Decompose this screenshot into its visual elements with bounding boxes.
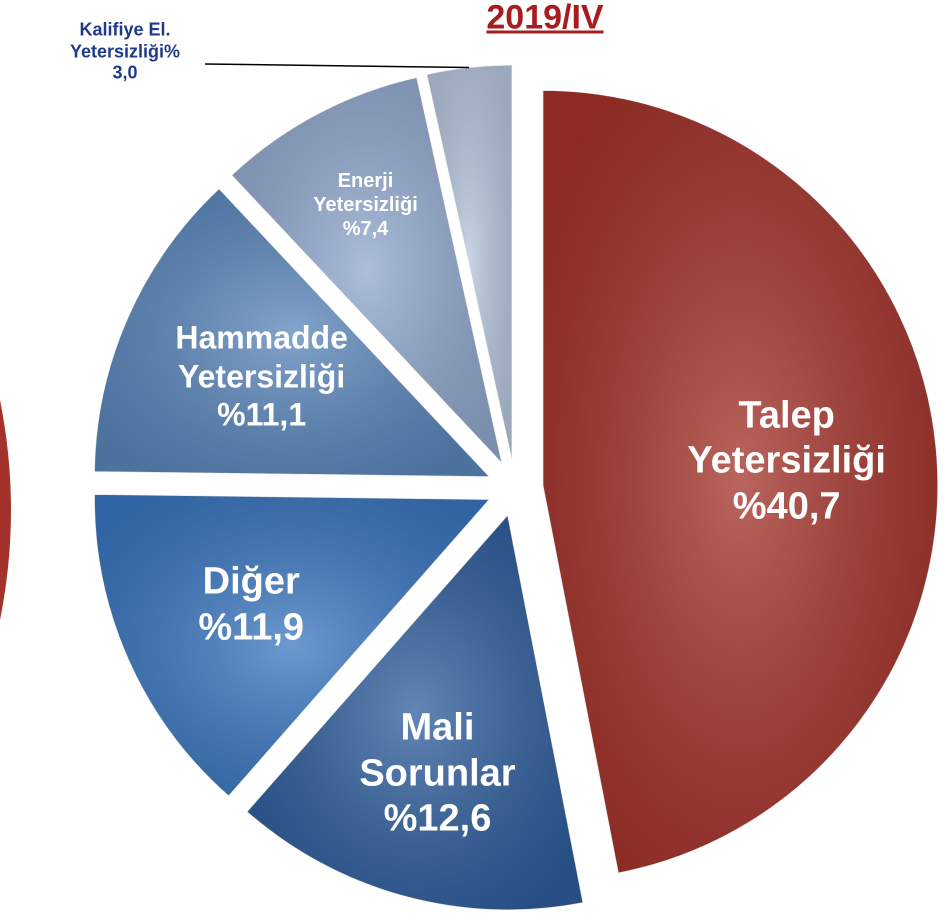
value-label: %11,1 bbox=[217, 396, 307, 433]
slice-label: Mali Sorunlar %12,6 bbox=[327, 706, 547, 843]
slice-shade bbox=[231, 77, 502, 464]
cropped-shape bbox=[0, 400, 11, 620]
category-label: Mali Sorunlar bbox=[359, 706, 516, 795]
slice-shade bbox=[246, 515, 584, 911]
category-label: Enerji Yetersizliği bbox=[313, 169, 418, 216]
value-label: %11,9 bbox=[198, 606, 305, 649]
value-label: %12,6 bbox=[383, 798, 492, 841]
slice-shade bbox=[94, 188, 490, 477]
value-label: %40,7 bbox=[732, 485, 841, 528]
slice-shade bbox=[542, 90, 938, 874]
slice-shade bbox=[94, 494, 490, 797]
slice-label: Diğer %11,9 bbox=[151, 560, 351, 651]
slice-shade bbox=[426, 65, 512, 461]
value-label: %7,4 bbox=[342, 217, 389, 240]
category-label: Diğer bbox=[202, 560, 300, 603]
slice-label: Hammadde Yetersizliği %11,1 bbox=[147, 319, 377, 434]
chart-title: 2019/IV bbox=[486, 0, 604, 37]
value-label: 3,0 bbox=[112, 62, 138, 83]
leader-line bbox=[204, 63, 470, 69]
slice-label: Kalifiye El. Yetersizliği% 3,0 bbox=[25, 20, 225, 85]
category-label: Hammadde Yetersizliği bbox=[175, 319, 348, 395]
slice-label: Talep Yetersizliği %40,7 bbox=[657, 393, 917, 530]
category-label: Kalifiye El. Yetersizliği% bbox=[69, 19, 181, 62]
category-label: Talep Yetersizliği bbox=[687, 394, 886, 483]
slice-label: Enerji Yetersizliği %7,4 bbox=[291, 169, 441, 241]
